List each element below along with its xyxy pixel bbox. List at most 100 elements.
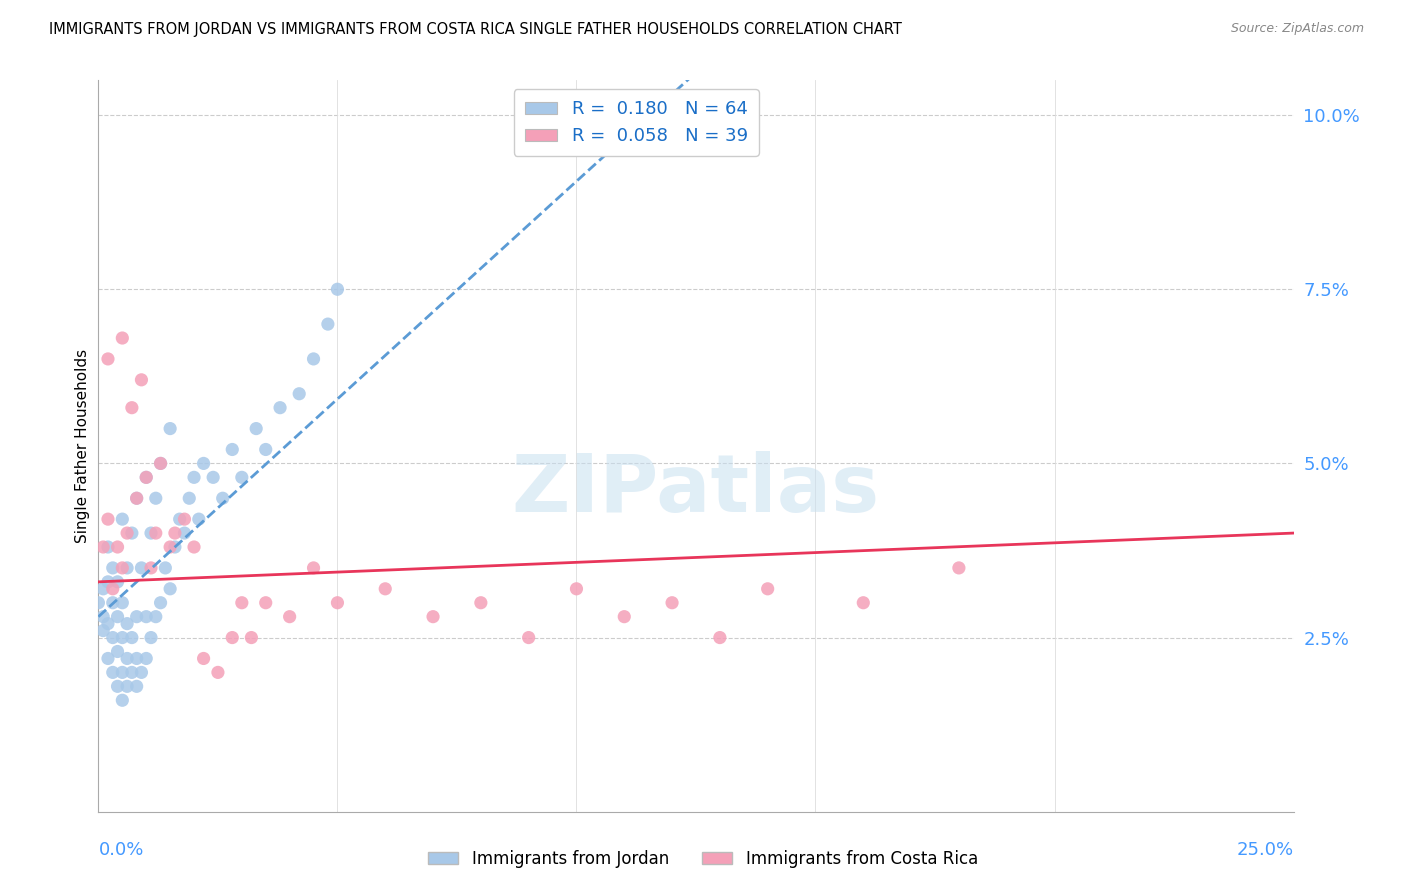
Point	[115, 616, 138, 631]
Point	[374, 582, 396, 596]
Point	[97, 512, 120, 526]
Point	[231, 470, 253, 484]
Point	[326, 282, 349, 296]
Point	[221, 442, 243, 457]
Point	[240, 631, 263, 645]
Point	[149, 457, 172, 471]
Point	[131, 561, 153, 575]
Point	[326, 596, 349, 610]
Point	[187, 512, 209, 526]
Point	[183, 470, 205, 484]
Point	[107, 644, 129, 658]
Point	[111, 693, 134, 707]
Point	[101, 631, 124, 645]
Point	[125, 491, 148, 506]
Point	[254, 596, 277, 610]
Point	[111, 561, 134, 575]
Point	[139, 631, 162, 645]
Point	[852, 596, 875, 610]
Point	[173, 526, 195, 541]
Point	[565, 582, 588, 596]
Point	[107, 609, 129, 624]
Point	[91, 540, 114, 554]
Point	[115, 526, 138, 541]
Point	[101, 665, 124, 680]
Point	[221, 631, 243, 645]
Point	[139, 526, 162, 541]
Point	[302, 561, 325, 575]
Point	[155, 561, 177, 575]
Point	[709, 631, 731, 645]
Point	[302, 351, 325, 366]
Point	[131, 373, 153, 387]
Point	[87, 596, 110, 610]
Point	[278, 609, 301, 624]
Point	[422, 609, 444, 624]
Point	[145, 526, 167, 541]
Point	[756, 582, 779, 596]
Point	[169, 512, 191, 526]
Y-axis label: Single Father Households: Single Father Households	[75, 349, 90, 543]
Point	[111, 596, 134, 610]
Point	[183, 540, 205, 554]
Text: 0.0%: 0.0%	[98, 841, 143, 859]
Point	[470, 596, 492, 610]
Point	[145, 491, 167, 506]
Point	[121, 631, 143, 645]
Point	[115, 561, 138, 575]
Text: Source: ZipAtlas.com: Source: ZipAtlas.com	[1230, 22, 1364, 36]
Point	[125, 651, 148, 665]
Point	[115, 651, 138, 665]
Point	[613, 609, 636, 624]
Point	[135, 609, 157, 624]
Point	[135, 470, 157, 484]
Point	[231, 596, 253, 610]
Point	[139, 561, 162, 575]
Point	[125, 609, 148, 624]
Point	[211, 491, 233, 506]
Point	[159, 582, 181, 596]
Point	[245, 421, 267, 435]
Point	[193, 651, 215, 665]
Point	[207, 665, 229, 680]
Point	[121, 665, 143, 680]
Point	[107, 540, 129, 554]
Point	[121, 401, 143, 415]
Point	[948, 561, 970, 575]
Point	[91, 582, 114, 596]
Point	[111, 512, 134, 526]
Text: ZIPatlas: ZIPatlas	[512, 450, 880, 529]
Point	[149, 457, 172, 471]
Point	[135, 651, 157, 665]
Point	[91, 624, 114, 638]
Point	[517, 631, 540, 645]
Point	[163, 526, 186, 541]
Text: IMMIGRANTS FROM JORDAN VS IMMIGRANTS FROM COSTA RICA SINGLE FATHER HOUSEHOLDS CO: IMMIGRANTS FROM JORDAN VS IMMIGRANTS FRO…	[49, 22, 903, 37]
Point	[111, 631, 134, 645]
Point	[131, 665, 153, 680]
Point	[97, 574, 120, 589]
Point	[97, 616, 120, 631]
Point	[145, 609, 167, 624]
Point	[193, 457, 215, 471]
Point	[159, 540, 181, 554]
Point	[107, 574, 129, 589]
Point	[101, 596, 124, 610]
Legend: R =  0.180   N = 64, R =  0.058   N = 39: R = 0.180 N = 64, R = 0.058 N = 39	[513, 89, 759, 156]
Legend: Immigrants from Jordan, Immigrants from Costa Rica: Immigrants from Jordan, Immigrants from …	[422, 844, 984, 875]
Point	[125, 491, 148, 506]
Point	[121, 526, 143, 541]
Point	[115, 679, 138, 693]
Point	[135, 470, 157, 484]
Point	[173, 512, 195, 526]
Point	[288, 386, 311, 401]
Point	[125, 679, 148, 693]
Point	[111, 331, 134, 345]
Point	[316, 317, 339, 331]
Point	[269, 401, 291, 415]
Point	[149, 596, 172, 610]
Point	[159, 421, 181, 435]
Point	[101, 561, 124, 575]
Point	[179, 491, 201, 506]
Point	[101, 582, 124, 596]
